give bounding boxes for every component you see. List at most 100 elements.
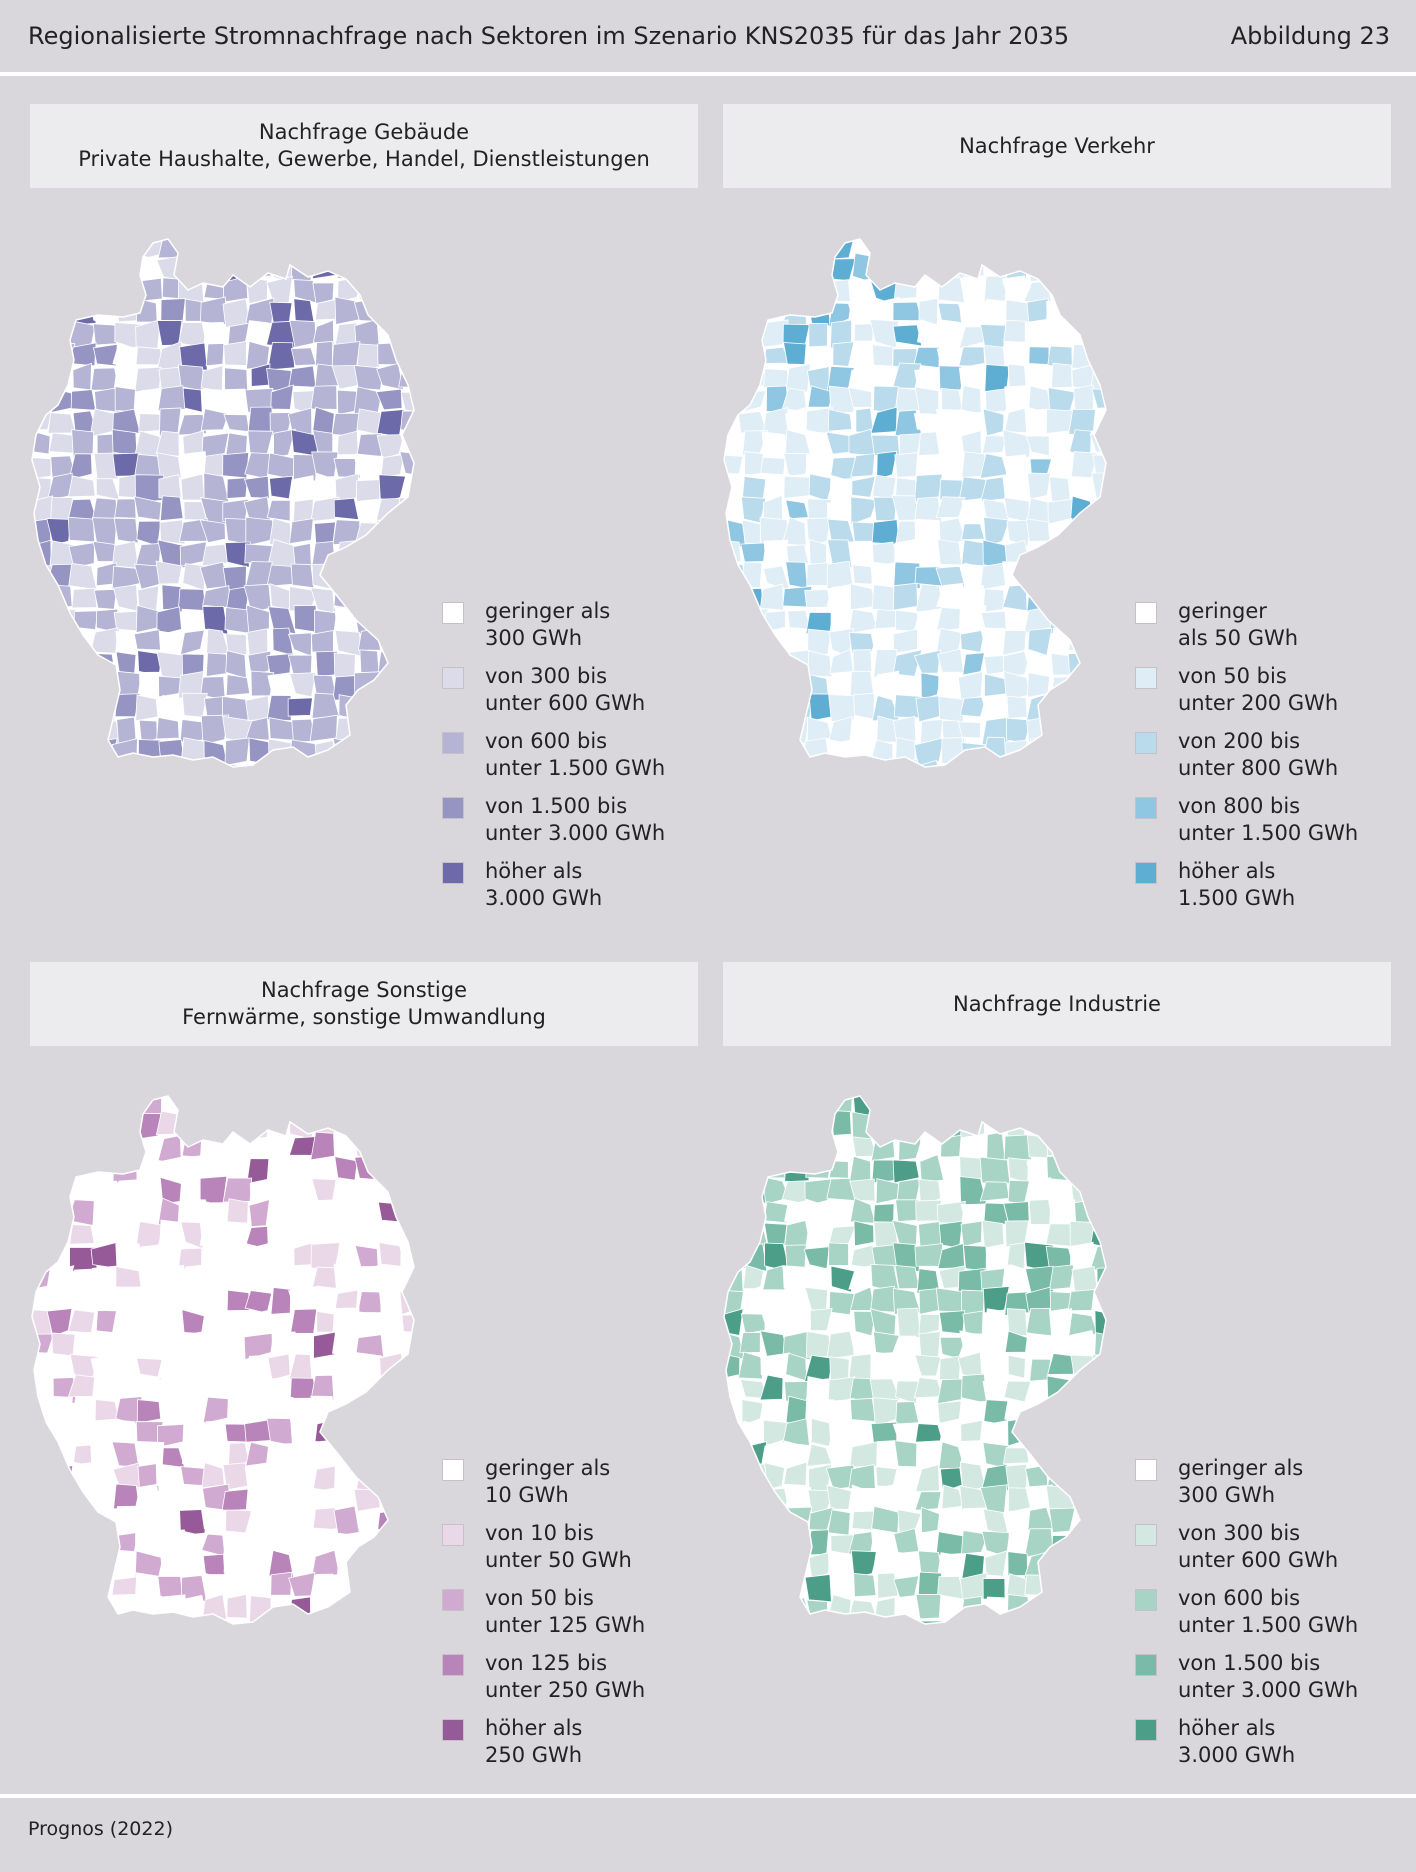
district-region bbox=[827, 1225, 857, 1248]
district-region bbox=[785, 1555, 811, 1579]
district-region bbox=[376, 409, 405, 437]
district-region bbox=[270, 384, 294, 410]
district-region bbox=[180, 737, 208, 767]
district-region bbox=[246, 764, 270, 767]
district-region bbox=[402, 1395, 414, 1427]
district-region bbox=[1134, 235, 1157, 256]
district-region bbox=[378, 541, 405, 566]
district-region bbox=[985, 1247, 1008, 1270]
district-region bbox=[469, 563, 478, 586]
district-region bbox=[899, 433, 922, 456]
district-region bbox=[720, 1640, 740, 1665]
district-region bbox=[724, 430, 746, 457]
district-region bbox=[1116, 565, 1137, 589]
district-region bbox=[895, 1380, 920, 1405]
district-region bbox=[1004, 1330, 1028, 1353]
district-region bbox=[739, 1332, 761, 1354]
district-region bbox=[892, 715, 917, 744]
district-region bbox=[1141, 1115, 1164, 1138]
district-region bbox=[333, 652, 356, 680]
district-region bbox=[138, 828, 163, 854]
district-region bbox=[724, 1531, 742, 1554]
district-region bbox=[468, 1425, 478, 1445]
legend-item: geringer als 10 GWh bbox=[442, 1456, 682, 1517]
district-region bbox=[180, 1682, 208, 1711]
district-region bbox=[830, 1441, 855, 1468]
district-region bbox=[160, 1594, 186, 1622]
district-region bbox=[724, 1483, 744, 1513]
district-region bbox=[724, 1096, 746, 1116]
district-region bbox=[1163, 1420, 1170, 1446]
district-region bbox=[467, 1332, 478, 1358]
district-region bbox=[311, 782, 335, 806]
district-region bbox=[468, 517, 478, 546]
district-region bbox=[331, 365, 360, 390]
district-region bbox=[222, 1177, 253, 1203]
district-region bbox=[984, 387, 1011, 414]
figure-header: Regionalisierte Stromnachfrage nach Sekt… bbox=[0, 0, 1416, 72]
district-region bbox=[354, 1418, 380, 1448]
district-region bbox=[177, 239, 207, 261]
district-region bbox=[984, 1550, 1008, 1577]
district-region bbox=[381, 1660, 399, 1689]
district-region bbox=[204, 804, 224, 832]
district-region bbox=[1003, 1134, 1032, 1161]
district-region bbox=[178, 1356, 208, 1379]
district-region bbox=[940, 429, 965, 458]
district-region bbox=[205, 343, 225, 367]
district-region bbox=[959, 696, 987, 718]
district-region bbox=[442, 256, 467, 278]
district-region bbox=[70, 1576, 97, 1600]
district-region bbox=[894, 452, 919, 478]
district-region bbox=[783, 342, 807, 365]
district-region bbox=[871, 1641, 895, 1667]
district-region bbox=[243, 1621, 270, 1624]
district-region bbox=[937, 538, 963, 566]
district-region bbox=[50, 1221, 73, 1250]
district-region bbox=[46, 518, 73, 546]
district-region bbox=[379, 806, 400, 830]
district-region bbox=[442, 1269, 470, 1293]
district-region bbox=[892, 1551, 921, 1576]
district-region bbox=[982, 1578, 1006, 1600]
district-region bbox=[962, 781, 983, 811]
district-region bbox=[113, 1483, 141, 1511]
district-region bbox=[289, 672, 317, 698]
district-region bbox=[785, 544, 810, 564]
district-region bbox=[1028, 1199, 1052, 1225]
district-region bbox=[826, 502, 854, 520]
district-region bbox=[400, 239, 414, 260]
district-region bbox=[156, 452, 182, 479]
district-region bbox=[962, 239, 984, 259]
district-region bbox=[313, 521, 336, 545]
district-region bbox=[377, 1618, 403, 1624]
district-region bbox=[91, 517, 118, 546]
district-region bbox=[853, 1220, 875, 1247]
district-region bbox=[764, 1617, 791, 1624]
district-region bbox=[442, 1223, 469, 1244]
district-region bbox=[420, 365, 447, 386]
district-region bbox=[28, 1639, 48, 1666]
legend-label: höher als 1.500 GWh bbox=[1178, 859, 1296, 910]
district-region bbox=[422, 562, 449, 591]
district-region bbox=[70, 851, 95, 855]
district-region bbox=[1046, 560, 1073, 586]
district-region bbox=[49, 1114, 75, 1140]
district-region bbox=[918, 809, 942, 829]
district-region bbox=[67, 1309, 96, 1334]
district-region bbox=[92, 1131, 120, 1160]
district-region bbox=[111, 1593, 140, 1622]
district-region bbox=[1158, 278, 1170, 300]
district-region bbox=[448, 429, 466, 455]
district-region bbox=[443, 1397, 470, 1419]
district-region bbox=[784, 1157, 810, 1184]
district-region bbox=[1090, 564, 1106, 586]
district-region bbox=[1048, 1575, 1074, 1599]
district-region bbox=[1024, 759, 1052, 767]
district-region bbox=[268, 1645, 296, 1663]
district-region bbox=[403, 584, 414, 613]
district-region bbox=[1025, 848, 1049, 855]
district-region bbox=[870, 1285, 896, 1313]
district-region bbox=[941, 1644, 963, 1665]
district-region bbox=[847, 759, 878, 767]
